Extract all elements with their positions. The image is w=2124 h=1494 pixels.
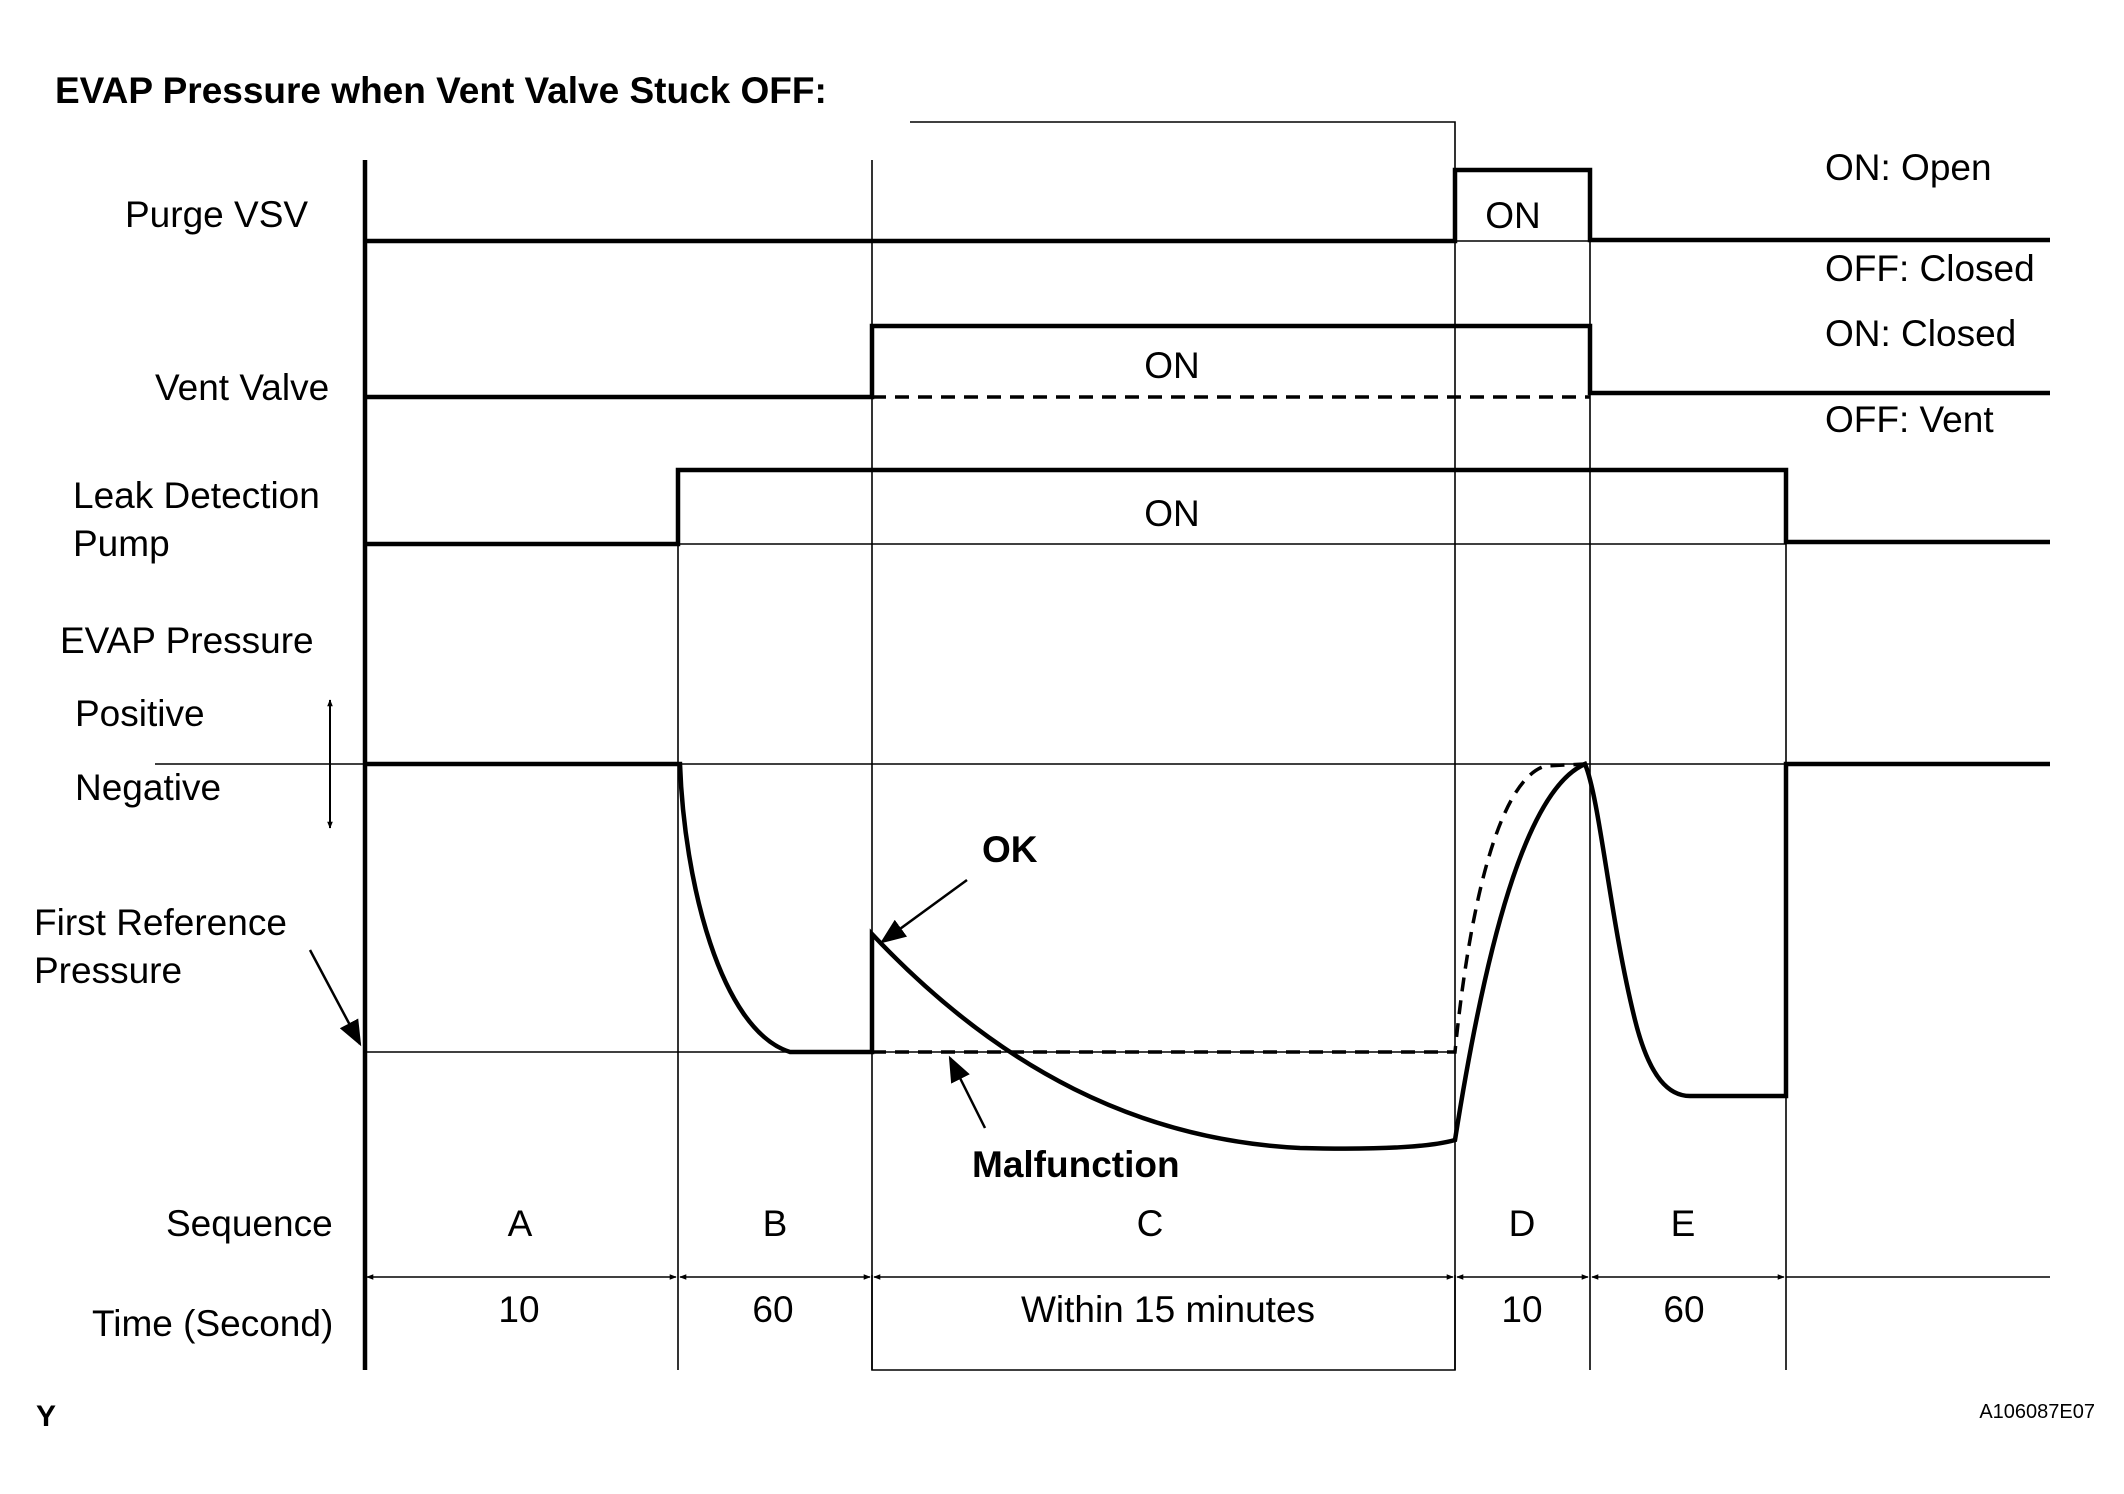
label-negative: Negative xyxy=(75,767,221,808)
leak-pump-on-label: ON xyxy=(1144,493,1200,534)
vent-valve-signal xyxy=(365,323,2050,400)
time-a: 10 xyxy=(498,1289,539,1330)
diagram-title: EVAP Pressure when Vent Valve Stuck OFF: xyxy=(55,70,827,111)
legend-vent-on: ON: Closed xyxy=(1825,313,2016,354)
corner-mark: Y xyxy=(36,1400,56,1433)
time-d: 10 xyxy=(1501,1289,1542,1330)
malfunction-label: Malfunction xyxy=(972,1144,1180,1185)
evap-malfunction-trace xyxy=(872,762,1586,1054)
purge-vsv-signal xyxy=(365,167,2050,244)
legend-purge-off: OFF: Closed xyxy=(1825,248,2035,289)
row-label-time: Time (Second) xyxy=(92,1303,333,1344)
first-ref-pointer xyxy=(308,949,362,1047)
evap-ok-trace xyxy=(365,761,2050,1151)
figure-code: A106087E07 xyxy=(1979,1401,2095,1423)
legend-purge-on: ON: Open xyxy=(1825,147,1992,188)
row-label-vent-valve: Vent Valve xyxy=(155,367,329,408)
time-row: 10 60 Within 15 minutes 10 60 xyxy=(498,1289,1704,1330)
time-c: Within 15 minutes xyxy=(1021,1289,1315,1330)
sequence-c: C xyxy=(1137,1203,1164,1244)
row-label-evap-pressure: EVAP Pressure xyxy=(60,620,314,661)
row-label-sequence: Sequence xyxy=(166,1203,333,1244)
row-label-purge-vsv: Purge VSV xyxy=(125,194,308,235)
sequence-e: E xyxy=(1671,1203,1696,1244)
label-first-ref-1: First Reference xyxy=(34,902,287,943)
evap-pressure-graph xyxy=(155,761,2050,1151)
phase-dividers xyxy=(677,160,1787,1370)
sequence-row: A B C D E xyxy=(508,1203,1696,1244)
ok-pointer xyxy=(879,878,968,944)
time-e: 60 xyxy=(1663,1289,1704,1330)
label-first-ref-2: Pressure xyxy=(34,950,182,991)
malfunction-pointer xyxy=(948,1055,987,1129)
sequence-b: B xyxy=(763,1203,788,1244)
sequence-a: A xyxy=(508,1203,533,1244)
label-positive: Positive xyxy=(75,693,205,734)
sequence-d: D xyxy=(1509,1203,1536,1244)
ok-label: OK xyxy=(982,829,1038,870)
row-label-leak-pump-1: Leak Detection xyxy=(73,475,320,516)
row-label-leak-pump-2: Pump xyxy=(73,523,170,564)
leak-pump-signal xyxy=(365,467,2050,547)
title-bracket-line xyxy=(910,121,1456,238)
legend-vent-off: OFF: Vent xyxy=(1825,399,1994,440)
vent-valve-on-label: ON xyxy=(1144,345,1200,386)
purge-vsv-on-label: ON xyxy=(1485,195,1541,236)
time-b: 60 xyxy=(752,1289,793,1330)
within-15-bracket xyxy=(871,1275,1456,1371)
